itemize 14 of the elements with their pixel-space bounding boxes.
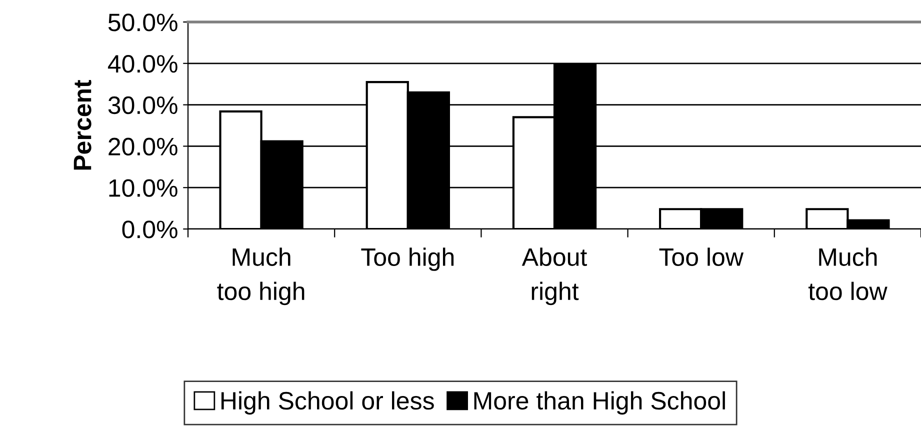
- y-tick-label: 50.0%: [108, 14, 178, 32]
- y-tick-label: 40.0%: [108, 55, 178, 73]
- legend-label: High School or less: [221, 391, 434, 415]
- y-tick-label: 10.0%: [109, 179, 178, 197]
- y-tick-label: 20.0%: [108, 138, 178, 156]
- x-tick-label: Too high: [361, 248, 454, 271]
- y-tick-label: 0.0%: [122, 220, 178, 238]
- x-tick-label: Much too high: [217, 248, 304, 306]
- x-tick-label: About right: [522, 248, 587, 306]
- y-tick-label: 30.0%: [108, 96, 178, 114]
- y-axis-title: Percent: [74, 80, 92, 170]
- legend-label: More than High School: [474, 391, 725, 415]
- x-tick-label: Too low: [659, 248, 744, 266]
- x-tick-label: Much too low: [808, 248, 888, 300]
